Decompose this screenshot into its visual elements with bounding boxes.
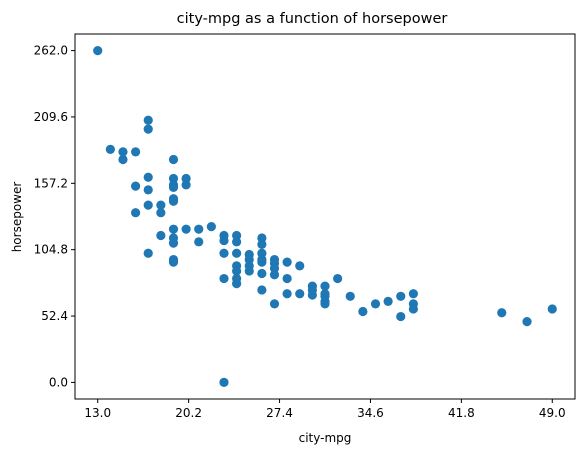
data-point <box>333 273 343 284</box>
data-point <box>358 306 368 317</box>
data-point <box>219 377 229 388</box>
y-tick-label: 209.6 <box>34 110 68 124</box>
data-point <box>168 182 179 192</box>
data-point <box>257 257 267 267</box>
data-point <box>232 248 242 258</box>
data-point <box>168 173 179 184</box>
data-point <box>408 289 418 299</box>
data-point <box>370 299 381 309</box>
y-axis-ticks: 0.0 52.4 104.8 157.2 209.6 262.0 <box>34 44 75 389</box>
data-point <box>257 233 267 243</box>
data-point <box>282 257 292 267</box>
data-point <box>156 208 166 218</box>
data-point <box>257 239 267 249</box>
data-point <box>181 180 191 190</box>
data-point <box>143 115 153 125</box>
data-point <box>396 291 406 301</box>
data-point <box>143 172 153 182</box>
data-point <box>156 200 166 210</box>
x-tick-label: 13.0 <box>84 406 111 420</box>
data-point <box>257 248 267 258</box>
data-point <box>118 154 128 165</box>
data-point <box>168 196 179 206</box>
data-point <box>320 281 330 291</box>
data-point <box>269 299 280 309</box>
data-point <box>522 317 532 327</box>
x-axis-ticks: 13.0 20.2 27.4 34.6 41.8 49.0 <box>84 399 566 420</box>
data-point <box>131 181 141 191</box>
data-point <box>295 289 305 299</box>
data-point <box>194 224 204 234</box>
data-point <box>244 254 254 265</box>
chart-title: city-mpg as a function of horsepower <box>177 11 448 27</box>
data-point <box>181 224 191 234</box>
data-point <box>181 173 191 184</box>
data-point <box>320 299 330 309</box>
x-tick-label: 27.4 <box>266 406 293 420</box>
data-point <box>345 291 355 301</box>
data-point <box>206 222 216 232</box>
data-point <box>168 224 179 234</box>
data-points <box>93 45 557 388</box>
data-point <box>219 273 229 284</box>
data-point <box>143 200 153 210</box>
data-point <box>547 304 557 314</box>
data-point <box>396 311 406 322</box>
x-tick-label: 49.0 <box>539 406 566 420</box>
data-point <box>269 270 280 280</box>
data-point <box>143 248 153 258</box>
data-point <box>232 230 242 241</box>
y-tick-label: 0.0 <box>49 375 68 389</box>
y-tick-label: 157.2 <box>34 176 68 190</box>
data-point <box>232 237 242 247</box>
y-tick-label: 104.8 <box>34 243 68 257</box>
data-point <box>282 289 292 299</box>
data-point <box>118 147 128 157</box>
data-point <box>232 279 242 289</box>
data-point <box>143 185 153 195</box>
data-point <box>295 261 305 271</box>
data-point <box>168 154 179 165</box>
data-point <box>131 208 141 218</box>
data-point <box>143 124 153 134</box>
x-axis-label: city-mpg <box>299 431 352 445</box>
data-point <box>269 263 280 274</box>
y-tick-label: 52.4 <box>41 309 68 323</box>
data-point <box>219 248 229 258</box>
data-point <box>168 238 179 248</box>
data-point <box>497 308 507 318</box>
x-tick-label: 41.8 <box>448 406 475 420</box>
x-tick-label: 34.6 <box>357 406 384 420</box>
data-point <box>282 273 292 284</box>
y-axis-label: horsepower <box>10 182 24 253</box>
data-point <box>131 147 141 157</box>
data-point <box>244 266 254 276</box>
data-point <box>408 304 418 314</box>
data-point <box>93 45 103 56</box>
data-point <box>307 290 317 300</box>
data-point <box>168 257 179 267</box>
data-point <box>156 230 166 241</box>
y-tick-label: 262.0 <box>34 44 68 58</box>
data-point <box>257 268 267 279</box>
data-point <box>105 144 115 154</box>
plot-frame <box>74 33 576 400</box>
data-point <box>219 235 229 246</box>
x-tick-label: 20.2 <box>175 406 202 420</box>
data-point <box>232 266 242 276</box>
data-point <box>383 296 393 306</box>
data-point <box>257 285 267 295</box>
data-point <box>194 237 204 247</box>
